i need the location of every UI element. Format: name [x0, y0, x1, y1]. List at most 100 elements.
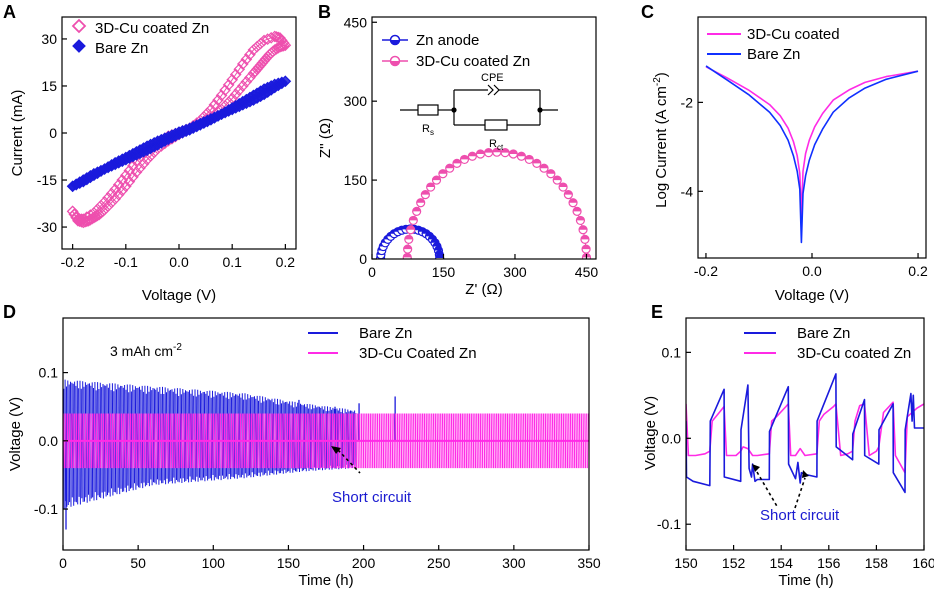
data-point — [68, 208, 81, 220]
data-point — [215, 89, 228, 102]
capacity-annotation: 3 mAh cm-2 — [110, 342, 182, 359]
data-point-half — [509, 150, 518, 155]
legend-label: Bare Zn — [95, 40, 148, 57]
series-line-coated — [686, 401, 924, 474]
legend: 3D-Cu coated Zn Bare Zn — [71, 18, 209, 57]
data-point — [219, 84, 231, 97]
y-tick-label: 150 — [344, 172, 368, 188]
data-point-half — [569, 198, 578, 203]
data-point — [66, 205, 79, 218]
data-point-half — [576, 216, 585, 221]
panel-letter-c: C — [641, 2, 654, 22]
plot-frame — [62, 317, 590, 551]
data-point — [66, 180, 79, 193]
equivalent-circuit: CPE Rs Rct — [400, 72, 558, 152]
x-tick-label: 158 — [865, 555, 889, 571]
legend: Bare Zn 3D-Cu coated Zn — [744, 325, 911, 362]
rs-label: Rs — [422, 123, 434, 137]
y-axis-label: Log Current (A cm-2) — [652, 72, 670, 208]
legend: 3D-Cu coated Bare Zn — [707, 26, 840, 63]
legend-label: Bare Zn — [359, 325, 412, 342]
panel-letter-a: A — [3, 2, 16, 22]
data-point-half — [546, 169, 555, 174]
data-point — [119, 169, 132, 182]
panel-a: -0.2 -0.1 0.0 0.1 0.2 -30 -15 0 15 30 Voltage (V)… — [9, 16, 297, 304]
x-tick-label: 0.0 — [169, 254, 189, 270]
legend: Zn anode 3D-Cu coated Zn — [382, 32, 530, 70]
x-tick-label: 0 — [368, 264, 376, 280]
plot-frame — [685, 317, 925, 551]
data-point-half — [559, 183, 568, 188]
series-coated — [402, 147, 592, 259]
y-tick-label: 0 — [49, 125, 57, 141]
data-point-half — [406, 225, 415, 230]
data-point-half — [553, 176, 562, 181]
x-tick-label: 0.1 — [222, 254, 242, 270]
data-point — [88, 207, 100, 219]
data-point — [251, 40, 263, 53]
x-axis-label: Time (h) — [778, 572, 833, 589]
x-tick-label: -0.1 — [114, 254, 138, 270]
y-tick-label: 450 — [344, 14, 368, 30]
data-point — [275, 40, 288, 53]
data-point-half — [409, 216, 418, 221]
y-tick-label: 0.0 — [662, 430, 682, 446]
data-point — [127, 160, 139, 172]
data-point-half — [445, 164, 454, 169]
legend-marker-half — [390, 61, 400, 66]
callout-text: Short circuit — [332, 489, 412, 506]
legend-marker-filled-diamond — [72, 39, 86, 53]
arrow-head-icon — [802, 470, 809, 478]
y-axis-label: Voltage (V) — [642, 396, 659, 470]
legend-label: Bare Zn — [797, 325, 850, 342]
short-circuit-callout: Short circuit — [331, 446, 412, 506]
legend-label: 3D-Cu Coated Zn — [359, 345, 477, 362]
y-tick-label: 15 — [41, 78, 57, 94]
data-point — [72, 213, 84, 226]
series-line-coated — [705, 66, 919, 217]
panel-d: 0 50 100 150 200 250 300 350 -0.1 0.0 0.1 Time (h)… — [7, 317, 601, 589]
y-tick-label: 0.0 — [39, 433, 59, 449]
data-point-half — [426, 183, 435, 188]
x-tick-label: 50 — [130, 555, 146, 571]
cpe-label: CPE — [481, 72, 504, 84]
resistor-rct — [484, 119, 508, 131]
x-axis-label: Time (h) — [298, 572, 353, 589]
data-point — [270, 31, 283, 43]
data-point-half — [501, 148, 510, 153]
legend-label: 3D-Cu coated — [747, 26, 840, 43]
y-axis-label: Voltage (V) — [7, 397, 24, 471]
y-tick-label: 0 — [359, 251, 367, 267]
legend-label: 3D-Cu coated Zn — [797, 345, 911, 362]
data-point-half — [430, 238, 439, 243]
data-point-half — [517, 152, 526, 157]
x-tick-label: -0.2 — [61, 254, 85, 270]
x-tick-label: 152 — [722, 555, 746, 571]
legend-marker-open-diamond — [71, 18, 87, 34]
data-point — [247, 44, 260, 56]
data-point-half — [404, 235, 413, 240]
x-tick-label: 150 — [277, 555, 301, 571]
data-point-half — [580, 235, 589, 240]
x-tick-label: 0.0 — [802, 263, 822, 279]
data-point-half — [452, 159, 461, 164]
data-point-half — [564, 190, 573, 195]
legend-label: Bare Zn — [747, 46, 800, 63]
data-point-half — [460, 155, 469, 160]
data-point-half — [484, 148, 493, 153]
data-point — [112, 178, 125, 191]
y-tick-label: -2 — [681, 94, 694, 110]
y-tick-label: -15 — [37, 172, 57, 188]
y-axis-label: Current (mA) — [9, 90, 26, 177]
x-tick-label: 300 — [503, 264, 527, 280]
series-line-bare — [705, 65, 919, 244]
data-point-half — [573, 207, 582, 212]
data-point-half — [433, 242, 442, 247]
data-point-half — [492, 148, 501, 153]
panel-c: -0.2 0.0 0.2 -4 -2 Voltage (V) Log Current (… — [652, 16, 928, 304]
data-point-half — [412, 207, 421, 212]
y-tick-label: 300 — [344, 93, 368, 109]
data-point-half — [579, 225, 588, 230]
data-point-half — [435, 253, 444, 258]
data-point — [240, 53, 253, 66]
